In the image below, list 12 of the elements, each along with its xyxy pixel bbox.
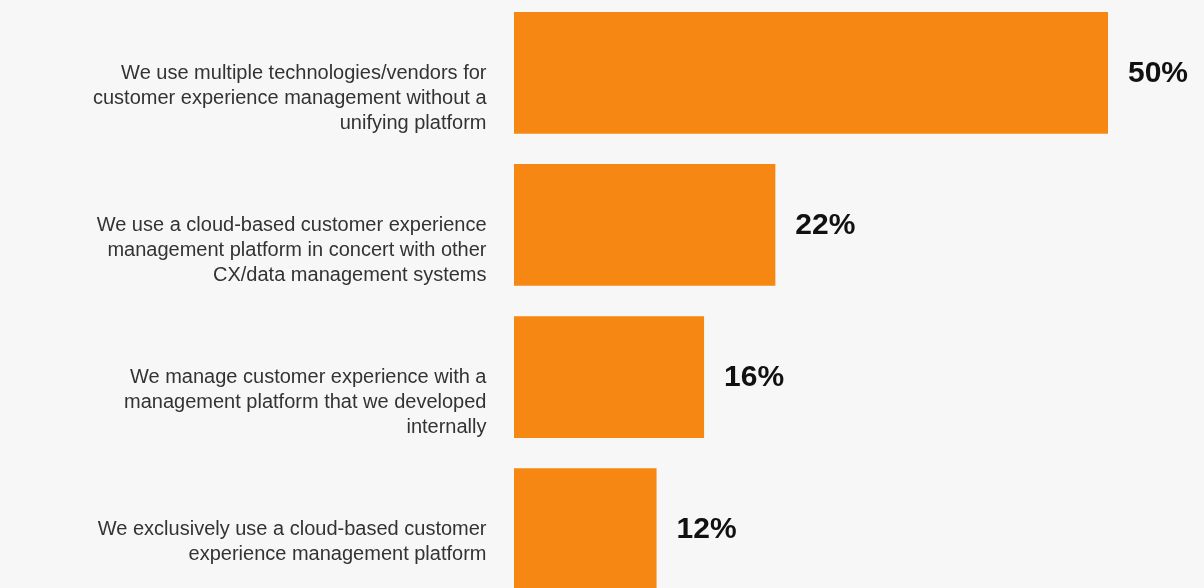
data-label: 16% xyxy=(724,359,785,393)
y-tick-label: We use multiple technologies/vendors for customer experience management without a unifying platform xyxy=(92,60,488,133)
y-tick-label: We manage customer experience with a management platform that we developed internally xyxy=(124,365,488,438)
bar xyxy=(514,468,657,588)
bar xyxy=(514,316,705,438)
bar xyxy=(514,12,1108,134)
data-label: 50% xyxy=(1128,54,1189,88)
data-label: 22% xyxy=(795,206,856,240)
y-tick-label: We use a cloud-based customer experience management platform in concert with other CX/data management systems xyxy=(96,212,487,285)
bar xyxy=(514,164,776,286)
y-tick-label: We exclusively use a cloud-based customer experience management platform xyxy=(97,517,487,565)
data-label: 12% xyxy=(676,511,737,545)
